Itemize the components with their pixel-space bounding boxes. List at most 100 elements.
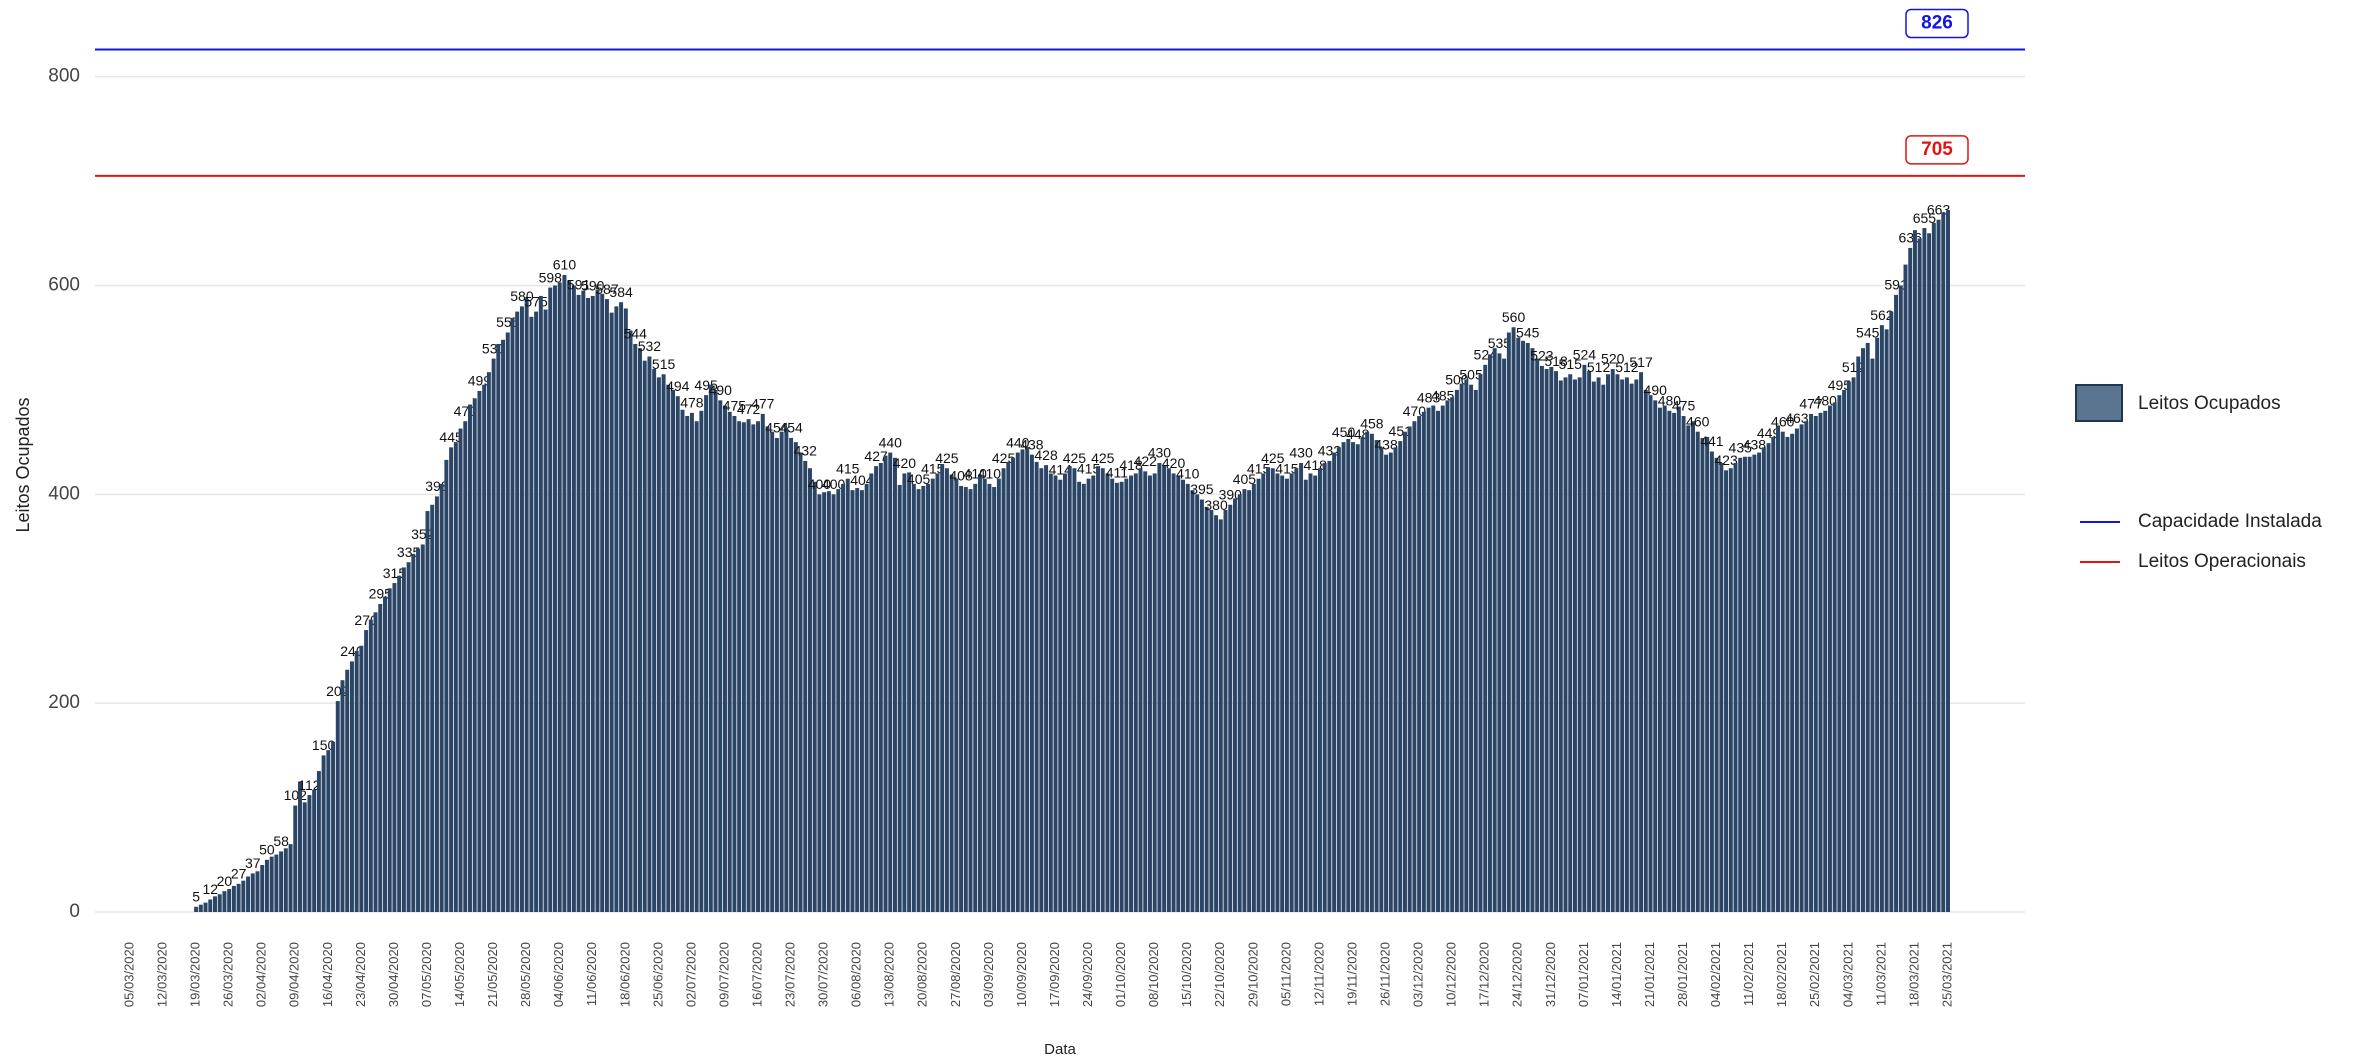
bar [1837,395,1842,912]
bar [704,395,709,912]
bar [864,483,869,912]
bar [557,282,562,912]
x-tick-label: 05/11/2020 [1278,942,1293,1006]
bar [586,298,591,912]
bar [638,348,642,912]
data-label: 517 [1629,354,1653,370]
bar [1209,509,1214,912]
bar [1827,405,1832,912]
data-label: 655 [1913,210,1937,226]
bar [1445,400,1450,912]
data-label: 454 [779,420,803,436]
bar [524,299,529,912]
bar [1676,406,1681,912]
y-tick-label: 0 [69,901,80,922]
data-label: 425 [992,450,1016,466]
data-label: 438 [1374,436,1398,452]
bar [1454,389,1459,912]
data-label: 405 [907,471,931,487]
data-label: 150 [312,737,336,753]
bar [916,489,921,912]
data-label: 440 [1006,434,1030,450]
bar [368,619,373,912]
x-tick-label: 30/07/2020 [816,942,831,1007]
bar [1757,452,1762,912]
bar [387,588,392,912]
bar [1941,212,1946,912]
bar [1917,238,1922,912]
x-axis-title: Data [1044,1041,1076,1058]
bar [1620,379,1625,913]
bar [1554,371,1559,912]
data-label: 454 [765,420,789,436]
data-label: 610 [553,257,577,273]
data-label: 441 [1700,433,1724,449]
bar [241,880,246,912]
bar [987,483,992,912]
bar [321,755,326,912]
data-label: 415 [921,460,945,476]
bar [1025,447,1030,912]
bar [548,287,553,912]
bar [1884,329,1889,912]
data-label: 490 [709,382,733,398]
bar [491,358,496,912]
bar [1695,431,1700,912]
data-label: 587 [595,281,619,297]
bar [746,419,751,912]
data-label: 27 [231,866,247,882]
bar [1096,466,1101,912]
data-label: 460 [1771,413,1795,429]
data-label: 499 [468,373,492,389]
bar [878,463,883,912]
x-tick-label: 30/04/2020 [386,942,401,1007]
bar [1218,519,1223,912]
x-tick-label: 11/02/2021 [1741,942,1756,1006]
data-label: 590 [581,278,605,294]
bar [1752,454,1757,912]
data-label: 425 [1063,450,1087,466]
x-tick-label: 22/10/2020 [1212,942,1227,1007]
bar [633,343,638,913]
data-label: 428 [1034,447,1058,463]
bar [1313,475,1318,912]
data-label: 591 [567,277,591,293]
bar [1020,449,1025,912]
bar [482,384,487,912]
bar [1388,452,1393,912]
data-label: 423 [1714,452,1738,468]
bar [1247,490,1252,912]
bar [1181,479,1186,912]
x-tick-label: 05/03/2020 [121,942,136,1007]
bar [1256,478,1261,912]
bar [1525,342,1530,913]
bar [1336,447,1341,912]
data-label: 544 [624,326,648,342]
bar [727,411,732,912]
data-label: 515 [652,356,676,372]
bar [859,490,864,912]
bar [642,360,647,912]
bar [699,410,704,912]
data-label: 523 [1530,348,1554,364]
bar [1634,379,1639,913]
bar [1407,426,1412,912]
legend-label: Leitos Ocupados [2138,393,2281,414]
bar [1237,494,1242,912]
x-tick-label: 23/07/2020 [783,942,798,1007]
bar [1530,348,1535,912]
data-label: 435 [1729,439,1753,455]
y-tick-label: 600 [48,275,80,296]
bar [732,416,737,912]
x-tick-label: 21/01/2021 [1642,942,1657,1007]
data-label: 405 [1233,471,1257,487]
data-label: 494 [666,378,690,394]
data-label: 524 [1573,347,1597,363]
bar [250,873,255,912]
bar [685,416,690,912]
data-label: 420 [1162,455,1186,471]
bar [510,317,515,912]
bar [1374,440,1379,912]
bar [926,483,931,912]
bar [1662,405,1667,912]
